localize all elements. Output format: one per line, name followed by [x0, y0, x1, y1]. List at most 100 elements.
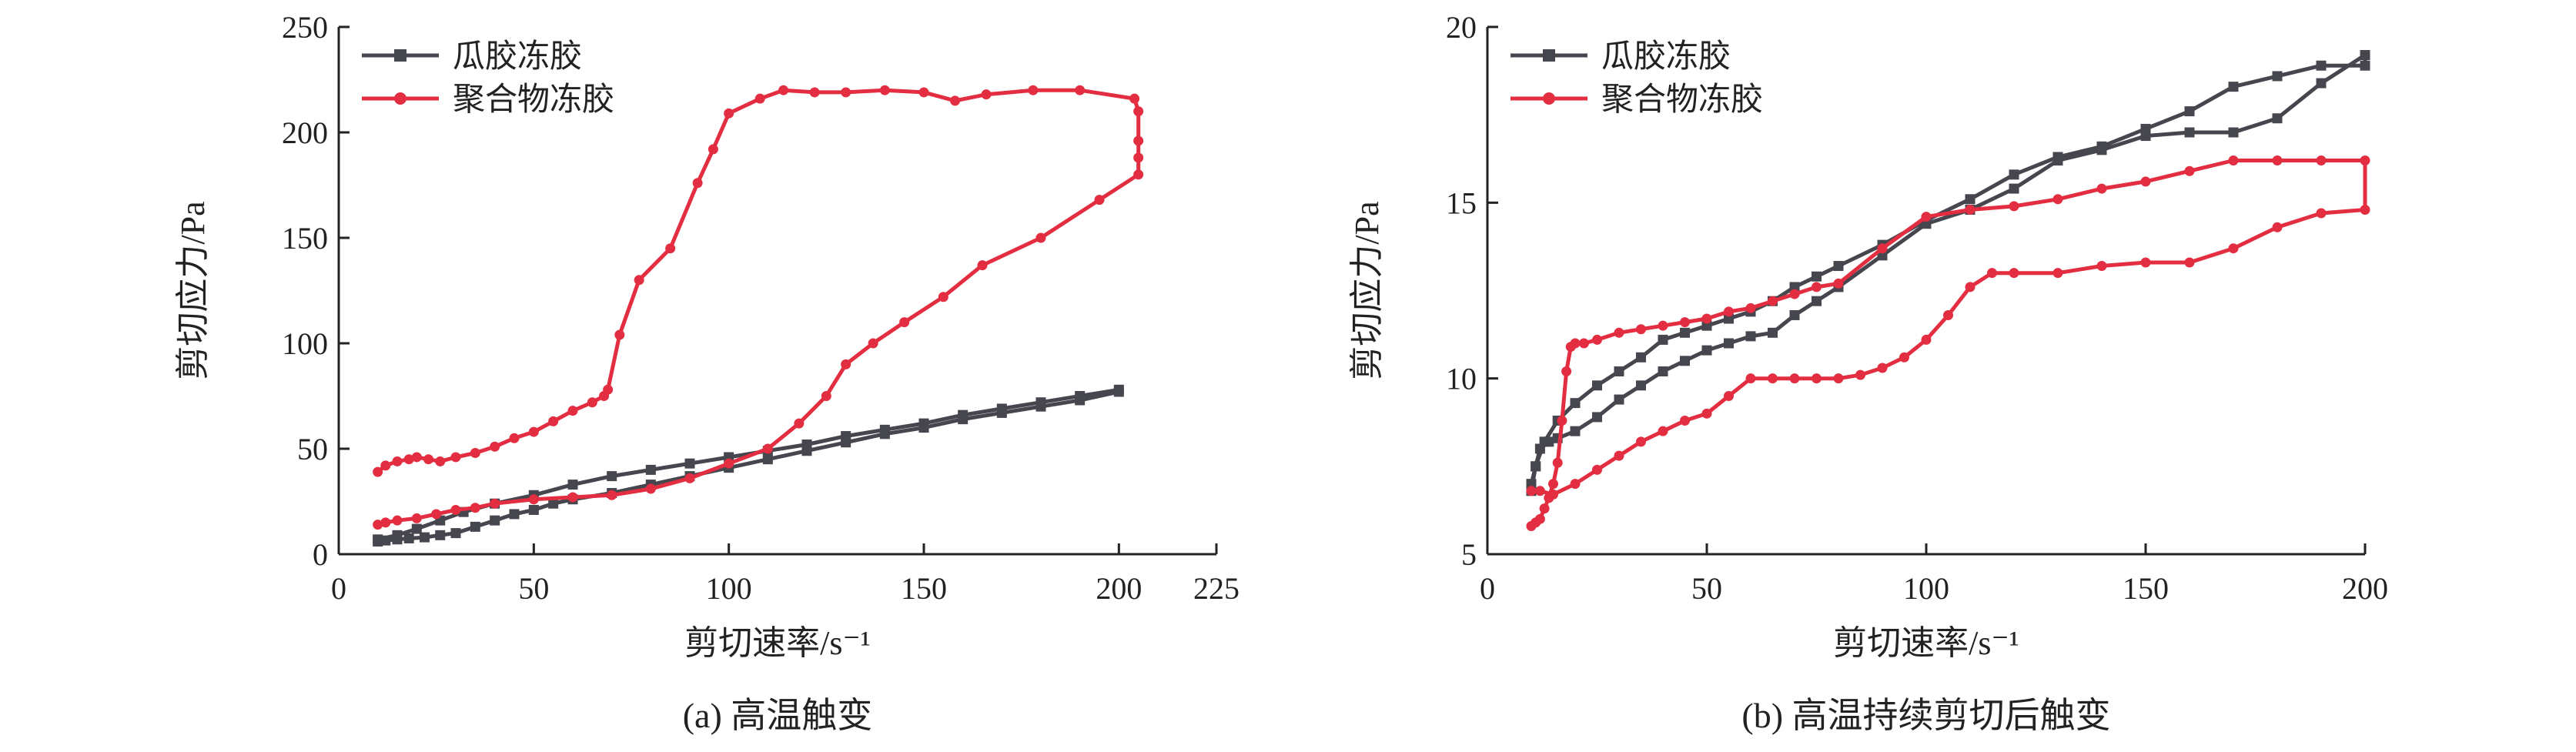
series-guar-gel-a — [373, 384, 1124, 547]
data-point-guar-gel — [1724, 338, 1734, 349]
data-point-polymer-gel — [977, 260, 988, 271]
data-point-polymer-gel — [490, 498, 500, 509]
data-point-polymer-gel — [1534, 513, 1545, 524]
data-point-guar-gel — [1833, 261, 1844, 272]
data-point-polymer-gel — [868, 338, 878, 349]
data-point-guar-gel — [490, 515, 500, 526]
data-point-guar-gel — [1680, 356, 1690, 366]
data-point-polymer-gel — [2228, 155, 2239, 166]
data-point-polymer-gel — [490, 441, 500, 452]
data-point-polymer-gel — [634, 275, 644, 286]
data-point-polymer-gel — [1548, 479, 1558, 490]
data-point-polymer-gel — [1539, 503, 1550, 514]
data-point-polymer-gel — [2272, 222, 2283, 232]
x-ticks-b: 0 50 100 150 200 — [1480, 543, 2388, 606]
data-point-polymer-gel — [1965, 282, 1975, 292]
data-point-polymer-gel — [1592, 334, 1602, 345]
data-point-guar-gel — [1745, 331, 1756, 342]
data-point-polymer-gel — [1035, 232, 1046, 243]
data-point-guar-gel — [1614, 394, 1624, 405]
x-tick-label: 100 — [706, 571, 752, 606]
data-point-polymer-gel — [724, 458, 734, 469]
chart-panel-a: 0 50 100 150 200 225 0 50 100 150 200 250 瓜胶冻胶 聚合物… — [174, 10, 1239, 735]
data-point-polymer-gel — [708, 144, 718, 155]
data-point-polymer-gel — [1701, 408, 1712, 419]
data-point-guar-gel — [450, 528, 461, 539]
data-point-polymer-gel — [1789, 373, 1800, 384]
data-point-polymer-gel — [607, 490, 617, 500]
data-point-polymer-gel — [794, 418, 805, 429]
data-point-polymer-gel — [509, 433, 520, 443]
legend-a: 瓜胶冻胶 聚合物冻胶 — [362, 38, 614, 118]
data-point-guar-gel — [1592, 412, 1602, 423]
series-line-guar-gel-a — [377, 387, 1121, 544]
data-point-polymer-gel — [2316, 155, 2327, 166]
data-point-polymer-gel — [1965, 204, 1975, 215]
data-point-polymer-gel — [1987, 268, 1997, 279]
data-point-polymer-gel — [1133, 169, 1144, 180]
y-ticks-a: 0 50 100 150 200 250 — [282, 10, 350, 572]
data-point-guar-gel — [1768, 327, 1778, 338]
data-point-polymer-gel — [981, 89, 992, 100]
legend-label-polymer-gel-a: 聚合物冻胶 — [453, 82, 614, 118]
data-point-polymer-gel — [423, 454, 434, 465]
data-point-polymer-gel — [2009, 201, 2019, 212]
data-point-guar-gel — [1539, 436, 1550, 447]
data-point-polymer-gel — [587, 397, 597, 408]
data-point-polymer-gel — [450, 452, 461, 463]
legend-marker-shape — [394, 49, 406, 62]
data-point-guar-gel — [2228, 82, 2239, 92]
data-point-polymer-gel — [380, 517, 391, 528]
data-point-guar-gel — [567, 480, 578, 490]
data-point-guar-gel — [403, 533, 414, 543]
data-point-polymer-gel — [1768, 373, 1778, 384]
data-point-guar-gel — [2316, 78, 2327, 89]
data-point-polymer-gel — [2140, 257, 2151, 268]
data-point-guar-gel — [1636, 352, 1646, 363]
data-point-polymer-gel — [1534, 486, 1545, 496]
x-tick-label: 0 — [1480, 571, 1495, 606]
data-point-polymer-gel — [1658, 426, 1668, 436]
data-point-guar-gel — [645, 464, 656, 475]
data-point-polymer-gel — [645, 483, 656, 494]
data-point-polymer-gel — [938, 292, 948, 302]
data-point-polymer-gel — [1701, 313, 1712, 324]
data-point-polymer-gel — [1133, 135, 1144, 146]
x-tick-label: 225 — [1193, 571, 1239, 606]
data-point-polymer-gel — [470, 447, 480, 458]
data-point-polymer-gel — [403, 454, 414, 465]
x-tick-label: 150 — [901, 571, 947, 606]
x-tick-label: 200 — [2342, 571, 2388, 606]
legend-marker-polymer-gel-b — [1543, 92, 1555, 105]
data-point-polymer-gel — [1745, 302, 1756, 313]
legend-marker-polymer-gel-a — [394, 92, 406, 105]
x-ticks-a: 0 50 100 150 200 225 — [331, 543, 1239, 606]
data-point-guar-gel — [1570, 398, 1581, 409]
series-layer-b — [1526, 50, 2370, 531]
y-tick-label: 50 — [297, 432, 328, 466]
data-point-polymer-gel — [567, 492, 578, 503]
data-point-guar-gel — [1035, 397, 1046, 408]
y-ticks-b: 5 10 15 20 — [1446, 10, 1498, 572]
legend-marker-shape — [394, 92, 406, 105]
data-point-polymer-gel — [1724, 391, 1734, 401]
x-axis-title-a: 剪切速率/s⁻¹ — [684, 624, 871, 662]
data-point-polymer-gel — [1812, 282, 1822, 292]
data-point-polymer-gel — [1094, 195, 1105, 206]
data-point-guar-gel — [2184, 127, 2195, 138]
data-point-guar-gel — [1658, 334, 1668, 345]
data-point-polymer-gel — [567, 406, 578, 416]
legend-marker-guar-gel-a — [394, 49, 406, 62]
data-point-polymer-gel — [1133, 106, 1144, 117]
data-point-guar-gel — [2360, 60, 2370, 71]
legend-label-guar-gel-a: 瓜胶冻胶 — [453, 38, 582, 75]
data-point-guar-gel — [2228, 127, 2239, 138]
data-point-polymer-gel — [1526, 486, 1537, 496]
data-point-guar-gel — [2184, 106, 2195, 117]
data-point-polymer-gel — [1745, 373, 1756, 384]
data-point-polymer-gel — [762, 443, 773, 454]
data-point-polymer-gel — [431, 509, 442, 520]
data-point-polymer-gel — [373, 520, 383, 530]
